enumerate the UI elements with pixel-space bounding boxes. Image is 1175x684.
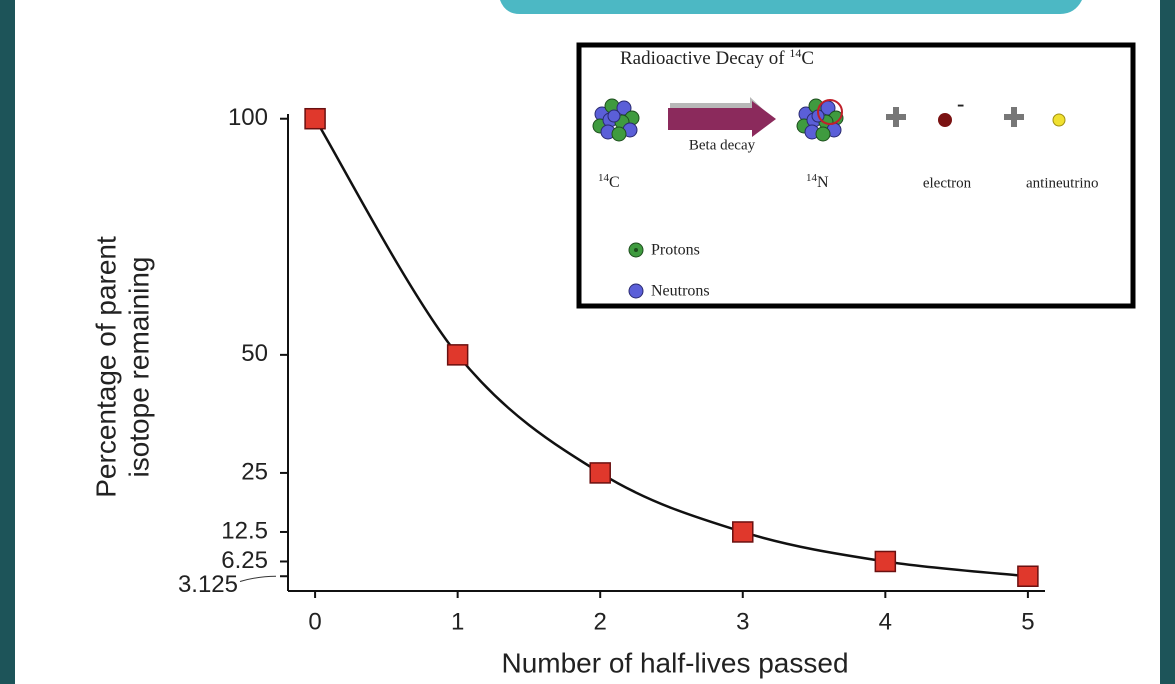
electron-label: electron: [923, 175, 972, 191]
y-axis-title: isotope remaining: [123, 256, 154, 477]
daughter-label: 14N: [806, 172, 829, 191]
proton-swatch-core: [634, 248, 638, 252]
y-tick-label: 12.5: [221, 517, 268, 544]
daughter-symbol: N: [817, 174, 829, 191]
daughter-mass: 14: [806, 172, 818, 184]
plus-sign: [1004, 107, 1024, 127]
x-tick-label: 0: [308, 608, 321, 635]
x-tick-label: 1: [451, 608, 464, 635]
parent-symbol: C: [609, 174, 620, 191]
title-mass: 14: [789, 46, 801, 60]
diagram-frame: [576, 42, 1136, 309]
chart: 100 50 25 12.5 6.253.125 0 1 2 3 4 5 Number of half…: [90, 104, 1045, 678]
neutron-swatch: [628, 283, 644, 299]
antineutrino-dot: [1052, 113, 1066, 127]
antineutrino-label: antineutrino: [1026, 175, 1098, 191]
arrow-label: Beta decay: [689, 137, 756, 153]
title-text: Radioactive Decay of: [620, 48, 785, 69]
data-point: [732, 521, 754, 543]
x-tick-label: 5: [1021, 608, 1034, 635]
y-tick-label: 50: [241, 340, 268, 367]
legend-label: Neutrons: [651, 283, 710, 300]
legend-label: Protons: [651, 242, 700, 259]
tick-leader: [239, 575, 277, 582]
decay-diagram: Radioactive Decay of 14C Beta decay - 14…: [576, 42, 1136, 309]
x-tick-label: 3: [736, 608, 749, 635]
electron-dot: [938, 113, 952, 127]
diagram-title: Radioactive Decay of 14C: [620, 46, 814, 70]
decay-arrow: [668, 101, 776, 137]
data-point: [1017, 565, 1039, 587]
converted-neutron: [817, 99, 843, 125]
data-point: [446, 344, 469, 366]
y-tick-label: 100: [228, 104, 268, 131]
x-tick-label: 2: [594, 608, 607, 635]
y-tick-label: 6.25: [221, 547, 268, 574]
data-point: [589, 462, 611, 484]
title-symbol: C: [801, 48, 814, 69]
y-tick-label: 3.125: [178, 571, 238, 598]
top-banner: [500, 0, 1082, 14]
plus-sign: [886, 107, 906, 127]
data-point: [304, 107, 326, 130]
parent-mass: 14: [598, 172, 610, 184]
x-axis-title: Number of half-lives passed: [501, 647, 848, 678]
electron-charge: -: [957, 91, 964, 116]
x-tick-label: 4: [879, 608, 892, 635]
parent-label: 14C: [598, 172, 620, 191]
y-tick-label: 25: [241, 458, 268, 485]
y-axis-title: Percentage of parent: [90, 236, 121, 498]
data-point: [874, 550, 897, 573]
